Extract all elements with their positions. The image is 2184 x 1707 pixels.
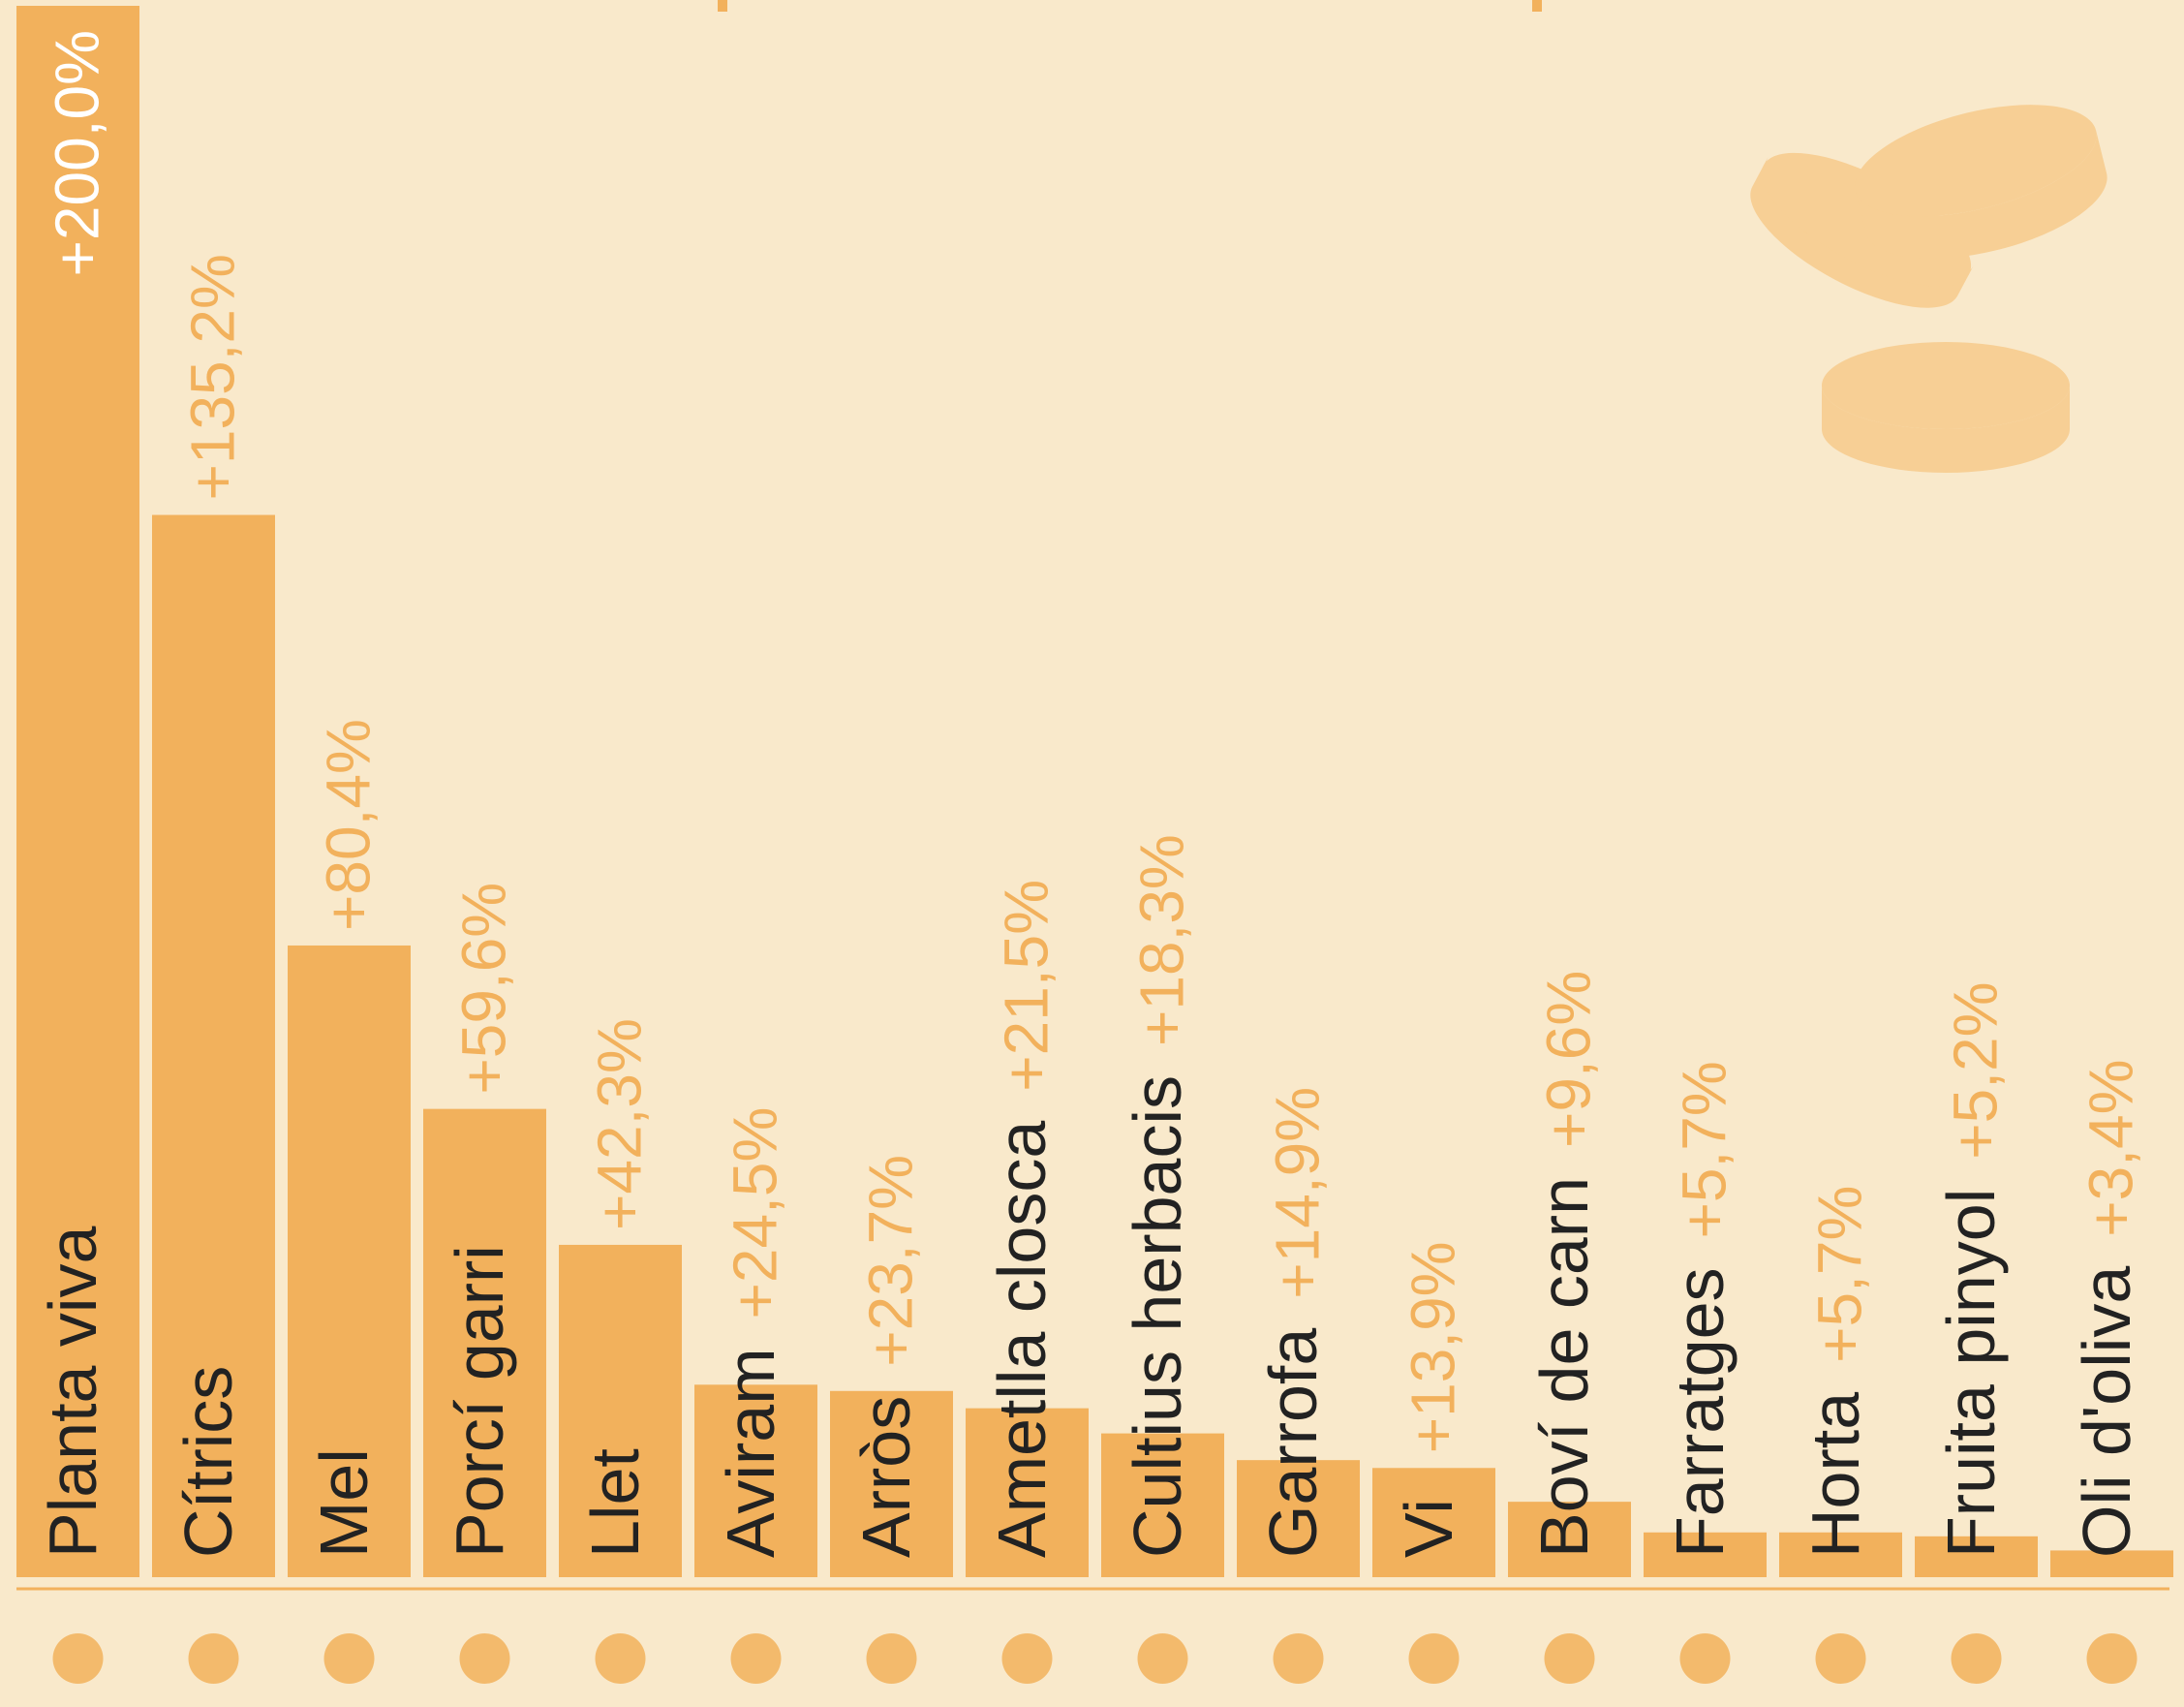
value-label: +9,6%	[1533, 971, 1603, 1148]
coins	[1750, 105, 2107, 473]
bar	[1237, 1460, 1360, 1577]
icon	[1137, 1633, 1188, 1684]
icon	[1951, 1633, 2002, 1684]
bar	[423, 1108, 546, 1577]
value-label: +5,7%	[1669, 1061, 1738, 1238]
bar	[2050, 1550, 2173, 1577]
category-label: Arròs	[848, 1396, 924, 1558]
bar	[830, 1390, 953, 1577]
icon	[1273, 1633, 1324, 1684]
value-label: +3,4%	[2076, 1059, 2145, 1236]
value-label: +200,0%	[42, 30, 111, 276]
category-label: Vi	[1391, 1499, 1466, 1558]
category-label: Planta viva	[35, 1226, 110, 1558]
icon	[52, 1633, 104, 1684]
bar	[1779, 1532, 1902, 1577]
icon	[1679, 1633, 1731, 1684]
icon	[1815, 1633, 1866, 1684]
icon	[459, 1633, 510, 1684]
bar	[1101, 1433, 1224, 1577]
icon	[595, 1633, 646, 1684]
bar	[152, 514, 275, 1577]
value-label: +14,9%	[1262, 1087, 1332, 1299]
icon	[188, 1633, 239, 1684]
value-label: +13,9%	[1398, 1241, 1467, 1453]
bar	[16, 6, 139, 1577]
category-label: Horta	[1798, 1392, 1873, 1558]
icon	[323, 1633, 375, 1684]
value-label: +5,2%	[1940, 981, 2010, 1159]
category-label: Aviram	[713, 1348, 788, 1558]
value-label: +18,3%	[1126, 834, 1196, 1046]
bar	[1372, 1468, 1495, 1577]
bar	[1644, 1532, 1767, 1577]
category-label: Porcí garri	[442, 1245, 517, 1558]
icon	[2086, 1633, 2138, 1684]
value-label: +5,7%	[1804, 1186, 1874, 1363]
bar	[966, 1408, 1089, 1577]
category-label: Cítrics	[170, 1366, 246, 1558]
value-label: +21,5%	[991, 880, 1061, 1092]
bar	[288, 945, 411, 1577]
icon	[866, 1633, 917, 1684]
category-label: Oli d'oliva	[2069, 1266, 2144, 1558]
category-label: Llet	[577, 1448, 653, 1558]
icon	[730, 1633, 782, 1684]
top-tick	[718, 0, 727, 12]
top-tick	[1532, 0, 1542, 12]
category-label: Ametlla closca	[984, 1121, 1060, 1558]
category-label: Farratges	[1662, 1267, 1738, 1558]
category-label: Fruita pinyol	[1933, 1189, 2009, 1558]
bar	[694, 1384, 817, 1577]
value-label: +42,3%	[584, 1018, 654, 1230]
value-label: +24,5%	[720, 1107, 789, 1319]
category-label: Boví de carn	[1526, 1177, 1602, 1558]
category-label: Cultius herbacis	[1120, 1075, 1195, 1558]
value-label: +135,2%	[177, 254, 247, 500]
icon	[1001, 1633, 1053, 1684]
bar	[1915, 1536, 2038, 1577]
icon	[1408, 1633, 1460, 1684]
bar	[559, 1244, 682, 1577]
value-label: +80,4%	[313, 719, 383, 931]
bar	[1508, 1502, 1631, 1577]
value-label: +59,6%	[448, 883, 518, 1095]
category-label: Mel	[306, 1448, 382, 1558]
value-label: +23,7%	[855, 1155, 925, 1367]
category-label: Garrofa	[1255, 1328, 1331, 1558]
icon	[1544, 1633, 1595, 1684]
